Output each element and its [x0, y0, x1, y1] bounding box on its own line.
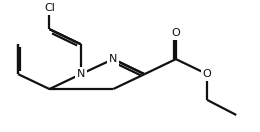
Text: O: O	[203, 69, 212, 79]
Text: Cl: Cl	[44, 3, 55, 13]
Text: Cl: Cl	[44, 3, 55, 13]
Text: N: N	[77, 69, 85, 79]
Text: N: N	[109, 54, 118, 64]
Text: N: N	[109, 54, 118, 64]
Text: O: O	[203, 69, 212, 79]
Text: N: N	[77, 69, 85, 79]
Text: O: O	[172, 28, 180, 38]
Text: O: O	[172, 28, 180, 38]
